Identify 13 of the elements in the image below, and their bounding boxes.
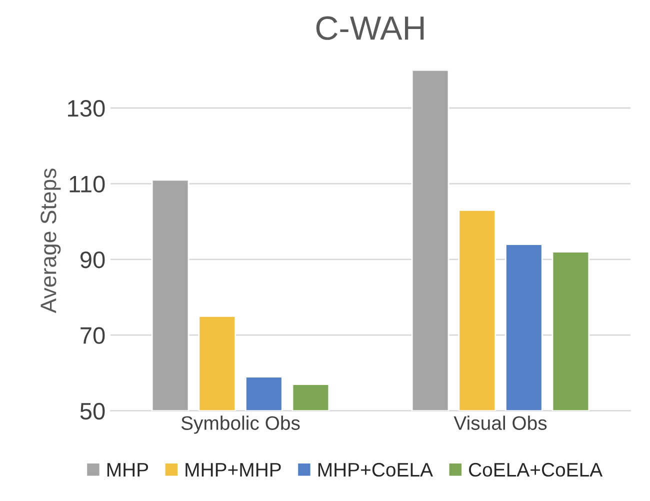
x-tick-label: Symbolic Obs — [181, 416, 300, 434]
y-tick-label: 110 — [70, 176, 105, 192]
y-axis-title: Average Steps — [40, 168, 61, 314]
y-tick-label: 70 — [80, 327, 105, 344]
legend-label: MHP+CoELA — [318, 462, 433, 477]
chart-title: C-WAH — [316, 16, 424, 40]
legend-label: MHP — [107, 463, 148, 476]
y-tick-label: 130 — [68, 100, 105, 117]
legend-label: CoELA+CoELA — [469, 462, 603, 477]
x-tick-label: Visual Obs — [454, 416, 547, 430]
y-tick-label: 50 — [80, 402, 105, 420]
legend-label: MHP+MHP — [186, 463, 281, 476]
y-tick-label: 90 — [80, 251, 105, 268]
